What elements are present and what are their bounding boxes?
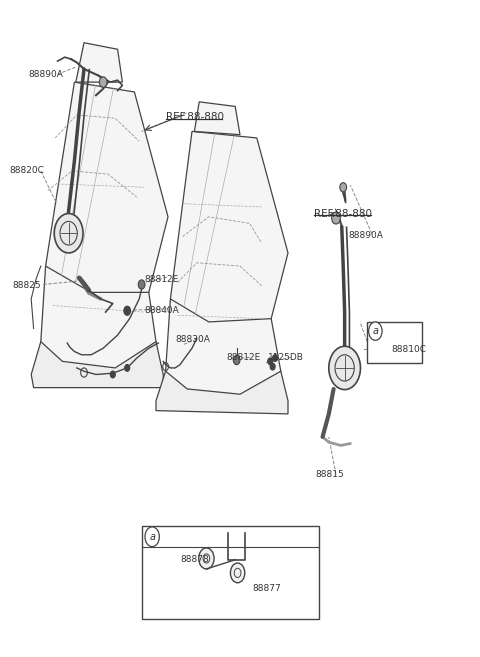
Text: 88890A: 88890A bbox=[29, 70, 64, 79]
Text: REF.88-880: REF.88-880 bbox=[166, 112, 224, 122]
Circle shape bbox=[273, 355, 277, 361]
Text: 88840A: 88840A bbox=[144, 306, 179, 315]
Text: 88890A: 88890A bbox=[348, 231, 383, 240]
Text: 88877: 88877 bbox=[252, 583, 281, 593]
Polygon shape bbox=[170, 131, 288, 322]
Text: REF.88-880: REF.88-880 bbox=[314, 208, 372, 219]
Circle shape bbox=[125, 365, 130, 371]
Circle shape bbox=[270, 363, 275, 370]
Circle shape bbox=[110, 371, 115, 378]
Circle shape bbox=[340, 183, 347, 192]
Circle shape bbox=[268, 358, 273, 365]
Circle shape bbox=[124, 306, 131, 315]
Polygon shape bbox=[41, 266, 156, 368]
Text: 88812E: 88812E bbox=[227, 353, 261, 362]
Circle shape bbox=[369, 322, 382, 340]
Polygon shape bbox=[156, 371, 288, 414]
Text: 88820C: 88820C bbox=[10, 166, 45, 175]
Text: a: a bbox=[372, 326, 378, 336]
Text: 88830A: 88830A bbox=[175, 334, 210, 344]
Circle shape bbox=[332, 212, 340, 224]
Circle shape bbox=[145, 527, 159, 547]
Circle shape bbox=[329, 346, 360, 390]
Bar bbox=[142, 526, 319, 619]
Circle shape bbox=[99, 77, 107, 87]
Text: 1125DB: 1125DB bbox=[268, 353, 304, 362]
Polygon shape bbox=[76, 43, 122, 82]
Bar bbox=[367, 322, 422, 363]
Text: a: a bbox=[149, 532, 155, 542]
Circle shape bbox=[233, 355, 240, 365]
Text: 88812E: 88812E bbox=[144, 275, 178, 284]
Polygon shape bbox=[166, 299, 281, 394]
Circle shape bbox=[138, 280, 145, 289]
Text: 88825: 88825 bbox=[12, 281, 41, 290]
Polygon shape bbox=[46, 82, 168, 292]
Text: 88815: 88815 bbox=[316, 470, 345, 479]
Polygon shape bbox=[194, 102, 240, 135]
Circle shape bbox=[54, 214, 83, 253]
Text: 88810C: 88810C bbox=[391, 345, 426, 354]
Circle shape bbox=[230, 563, 245, 583]
Circle shape bbox=[199, 548, 214, 569]
Text: 88878: 88878 bbox=[180, 555, 209, 564]
Polygon shape bbox=[31, 342, 163, 388]
